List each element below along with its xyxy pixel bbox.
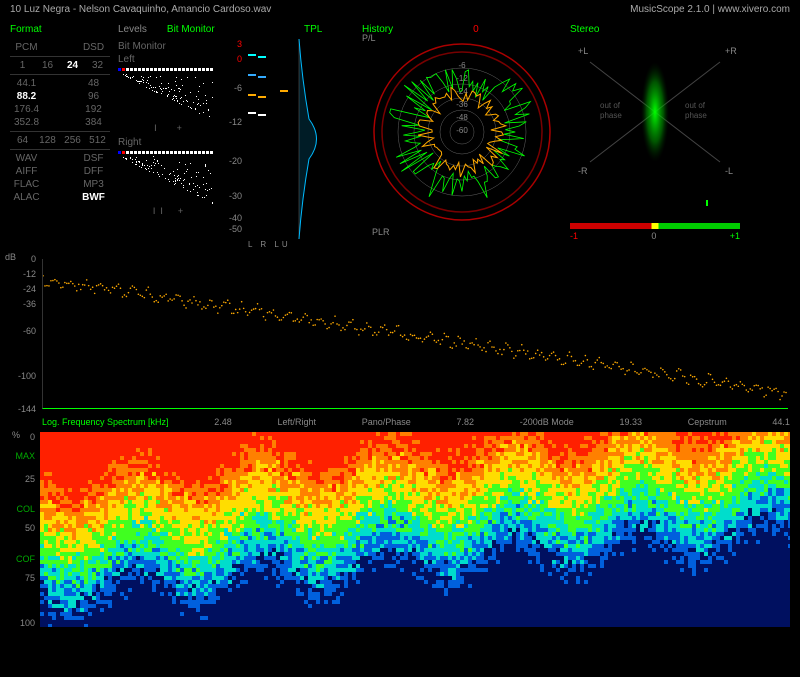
levels-title: Levels — [118, 24, 147, 35]
xaxis-1933[interactable]: 19.33 — [619, 417, 642, 427]
fmt-DFF[interactable]: DFF — [77, 166, 110, 177]
format-panel: Format PCM DSD 1162432 44.1 48 88.2 96 176.4 1… — [10, 24, 110, 249]
corr-zero: 0 — [651, 231, 656, 241]
xaxis-Cepstrum[interactable]: Cepstrum — [688, 417, 727, 427]
left-label: Left — [118, 54, 218, 65]
rate-96[interactable]: 96 — [77, 91, 110, 102]
right-label: Right — [118, 137, 218, 148]
fmt-AIFF[interactable]: AIFF — [10, 166, 43, 177]
dsd-512[interactable]: 512 — [85, 135, 110, 146]
bit-16[interactable]: 16 — [35, 60, 60, 71]
correlation-meter: -1 0 +1 — [570, 209, 740, 241]
rate-176.4[interactable]: 176.4 — [10, 104, 43, 115]
pcm-label[interactable]: PCM — [10, 42, 43, 53]
svg-text:phase: phase — [600, 111, 622, 120]
svg-text:-6: -6 — [458, 61, 466, 70]
tpl-panel: TPL — [304, 24, 354, 249]
corr-pos: +1 — [730, 231, 740, 241]
svg-text:-48: -48 — [456, 113, 468, 122]
fmt-FLAC[interactable]: FLAC — [10, 179, 43, 190]
tpl-curve — [294, 39, 354, 239]
xaxis-441[interactable]: 44.1 — [772, 417, 790, 427]
dsd-256[interactable]: 256 — [60, 135, 85, 146]
bitmonitor-left — [118, 68, 218, 71]
bit-scatter-left — [118, 73, 218, 123]
fmt-WAV[interactable]: WAV — [10, 153, 43, 164]
bitmon-subtitle: Bit Monitor — [118, 41, 218, 52]
svg-text:out of: out of — [685, 101, 706, 110]
svg-text:phase: phase — [685, 111, 707, 120]
meter-channels: L R LU — [248, 240, 291, 249]
svg-text:-L: -L — [725, 166, 733, 176]
plr-label: PLR — [372, 227, 390, 237]
fmt-MP3[interactable]: MP3 — [77, 179, 110, 190]
spectrogram: % 0MAX25COL50COF75100 — [10, 432, 790, 632]
file-title: 10 Luz Negra - Nelson Cavaquinho, Amanci… — [10, 4, 271, 15]
bit-scatter-right — [118, 156, 218, 206]
correlation-indicator — [706, 200, 708, 206]
rate-44.1[interactable]: 44.1 — [10, 78, 43, 89]
svg-text:+R: +R — [725, 46, 737, 56]
levels-panel: LevelsBit Monitor Bit Monitor Left I + R… — [118, 24, 218, 249]
xaxis-248[interactable]: 2.48 — [214, 417, 232, 427]
rate-48[interactable]: 48 — [77, 78, 110, 89]
svg-text:out of: out of — [600, 101, 621, 110]
stereo-title: Stereo — [570, 24, 740, 35]
corr-neg: -1 — [570, 231, 578, 241]
app-version: MusicScope 2.1.0 | www.xivero.com — [630, 4, 790, 15]
level-meter: 30-6-12-20-30-40-50 L R LU — [226, 24, 296, 249]
spectrum-plot — [42, 259, 788, 409]
rate-88.2[interactable]: 88.2 — [10, 91, 43, 102]
spectrogram-image — [40, 432, 790, 627]
svg-text:-60: -60 — [456, 126, 468, 135]
format-title: Format — [10, 24, 110, 35]
spectrum-xlabel[interactable]: Log. Frequency Spectrum [kHz] — [42, 417, 169, 427]
xaxis-782[interactable]: 7.82 — [456, 417, 474, 427]
svg-text:-36: -36 — [456, 100, 468, 109]
bitmonitor-right — [118, 151, 218, 154]
polar-display: -6-12-24-36-48-60 — [372, 42, 552, 222]
bitmon-title: Bit Monitor — [167, 24, 215, 35]
xaxis-LeftRight[interactable]: Left/Right — [278, 417, 317, 427]
stereo-display: +L+R-R-Lout ofphaseout ofphase — [570, 42, 740, 182]
polar-panel: History0 P/L -6-12-24-36-48-60 PLR — [362, 24, 562, 249]
xaxis-PanoPhase[interactable]: Pano/Phase — [362, 417, 411, 427]
rate-384[interactable]: 384 — [77, 117, 110, 128]
rate-192[interactable]: 192 — [77, 104, 110, 115]
svg-text:+L: +L — [578, 46, 588, 56]
fmt-DSF[interactable]: DSF — [77, 153, 110, 164]
polar-zero: 0 — [473, 24, 479, 35]
fmt-ALAC[interactable]: ALAC — [10, 192, 43, 203]
dsd-64[interactable]: 64 — [10, 135, 35, 146]
fmt-BWF[interactable]: BWF — [77, 192, 110, 203]
frequency-spectrum: dB 0-12-24-36-60-100-144 Log. Frequency … — [10, 254, 790, 429]
bit-32[interactable]: 32 — [85, 60, 110, 71]
dsd-128[interactable]: 128 — [35, 135, 60, 146]
tpl-title: TPL — [304, 24, 354, 35]
xaxis-200dBMode[interactable]: -200dB Mode — [520, 417, 574, 427]
stereo-panel: Stereo +L+R-R-Lout ofphaseout ofphase -1… — [570, 24, 740, 249]
rate-352.8[interactable]: 352.8 — [10, 117, 43, 128]
svg-text:-12: -12 — [456, 74, 468, 83]
dsd-label[interactable]: DSD — [77, 42, 110, 53]
bit-1[interactable]: 1 — [10, 60, 35, 71]
svg-text:-R: -R — [578, 166, 588, 176]
bit-24[interactable]: 24 — [60, 60, 85, 71]
